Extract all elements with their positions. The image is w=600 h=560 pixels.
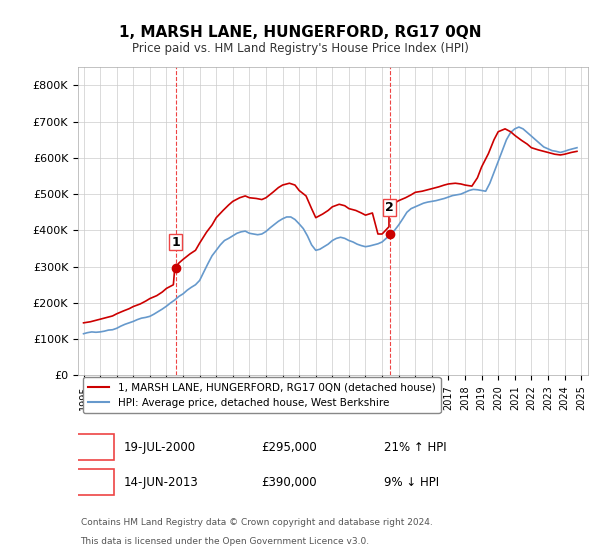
Text: 9% ↓ HPI: 9% ↓ HPI <box>384 475 439 488</box>
Text: 1: 1 <box>91 441 99 454</box>
Text: Price paid vs. HM Land Registry's House Price Index (HPI): Price paid vs. HM Land Registry's House … <box>131 42 469 55</box>
Text: 21% ↑ HPI: 21% ↑ HPI <box>384 441 446 454</box>
Text: This data is licensed under the Open Government Licence v3.0.: This data is licensed under the Open Gov… <box>80 536 370 545</box>
Text: 14-JUN-2013: 14-JUN-2013 <box>124 475 199 488</box>
Text: Contains HM Land Registry data © Crown copyright and database right 2024.: Contains HM Land Registry data © Crown c… <box>80 517 432 526</box>
Text: £295,000: £295,000 <box>262 441 317 454</box>
Text: 2: 2 <box>91 475 99 488</box>
FancyBboxPatch shape <box>76 469 114 495</box>
Text: £390,000: £390,000 <box>262 475 317 488</box>
Text: 1: 1 <box>171 236 180 249</box>
FancyBboxPatch shape <box>76 435 114 460</box>
Text: 1, MARSH LANE, HUNGERFORD, RG17 0QN: 1, MARSH LANE, HUNGERFORD, RG17 0QN <box>119 25 481 40</box>
Text: 2: 2 <box>385 201 394 214</box>
Text: 19-JUL-2000: 19-JUL-2000 <box>124 441 196 454</box>
Legend: 1, MARSH LANE, HUNGERFORD, RG17 0QN (detached house), HPI: Average price, detach: 1, MARSH LANE, HUNGERFORD, RG17 0QN (det… <box>83 377 440 413</box>
